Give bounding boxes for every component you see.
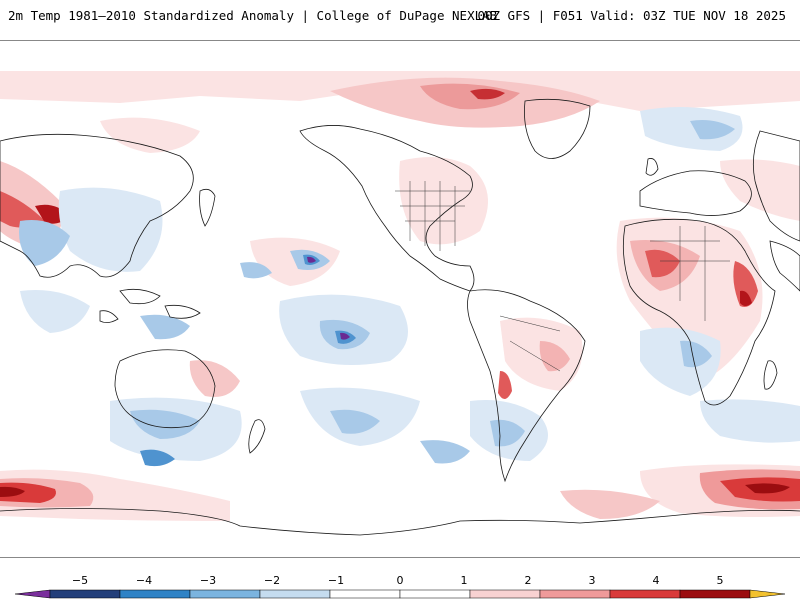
colorbar-tick-label: −4	[136, 574, 152, 587]
cold-anomaly-shading	[680, 340, 712, 368]
colorbar-tick-label: −3	[200, 574, 216, 587]
warm-anomaly-shading	[720, 159, 800, 221]
cold-anomaly-shading	[690, 120, 735, 140]
colorbar-max-arrow	[749, 589, 786, 599]
map-canvas	[0, 71, 800, 536]
warm-anomaly-shading	[0, 191, 45, 228]
colorbar-segment	[259, 589, 331, 599]
model-run-valid-time: 00Z GFS | F051 Valid: 03Z TUE NOV 18 202…	[477, 8, 786, 23]
cold-anomaly-shading	[330, 409, 380, 434]
warm-anomaly-shading	[645, 249, 680, 278]
colorbar-tick-label: −1	[328, 574, 344, 587]
colorbar-tick-label: 3	[589, 574, 596, 587]
cold-anomaly-shading	[700, 399, 800, 443]
colorbar: −5 −4 −3 −2 −1 0 1 2 3 4 5	[14, 574, 786, 599]
cold-anomaly-shading	[420, 440, 470, 464]
colorbar-segment	[189, 589, 261, 599]
warm-anomaly-shading	[399, 157, 488, 245]
cold-anomaly-shading	[640, 107, 743, 151]
cold-anomaly-shading	[240, 262, 272, 279]
warm-anomaly-shading	[733, 261, 758, 307]
warm-anomaly-shading	[745, 483, 790, 494]
colorbar-tick-label: 1	[461, 574, 468, 587]
map-title: 2m Temp 1981–2010 Standardized Anomaly |…	[8, 8, 498, 23]
colorbar-tick-label: 5	[717, 574, 724, 587]
colorbar-tick-label: 4	[653, 574, 660, 587]
colorbar-tick-label: −5	[72, 574, 88, 587]
cold-anomaly-shading	[140, 314, 190, 340]
warm-anomaly-shading	[740, 290, 752, 306]
title-bar: 2m Temp 1981–2010 Standardized Anomaly |…	[0, 0, 800, 40]
colorbar-legend: −5 −4 −3 −2 −1 0 1 2 3 4 5	[0, 560, 800, 600]
anomaly-map	[0, 40, 800, 558]
warm-anomaly-shading	[189, 360, 240, 397]
colorbar-tick-label: 0	[397, 574, 404, 587]
colorbar-segment	[49, 589, 121, 599]
warm-anomaly-shading	[470, 88, 505, 100]
colorbar-segment	[329, 589, 401, 599]
warm-anomaly-shading	[0, 486, 25, 497]
anomaly-shading	[0, 71, 800, 521]
warm-anomaly-shading	[560, 489, 660, 519]
colorbar-min-arrow	[14, 589, 51, 599]
cold-anomaly-shading	[640, 327, 721, 396]
cold-anomaly-shading	[140, 449, 175, 467]
colorbar-tick-label: −2	[264, 574, 280, 587]
colorbar-segment	[119, 589, 191, 599]
cold-anomaly-shading	[307, 256, 316, 263]
warm-anomaly-shading	[498, 371, 512, 400]
cold-anomaly-shading	[20, 290, 90, 333]
cold-anomaly-shading	[340, 332, 350, 340]
colorbar-segment	[399, 589, 471, 599]
colorbar-segment	[609, 589, 681, 599]
colorbar-segment	[469, 589, 541, 599]
cold-anomaly-shading	[58, 187, 163, 272]
colorbar-segment	[539, 589, 611, 599]
colorbar-tick-label: 2	[525, 574, 532, 587]
cold-anomaly-shading	[19, 220, 70, 266]
warm-anomaly-shading	[100, 117, 200, 153]
political-boundaries	[395, 181, 730, 372]
colorbar-segment	[679, 589, 751, 599]
coastlines	[0, 98, 800, 536]
warm-anomaly-shading	[539, 341, 570, 372]
cold-anomaly-shading	[490, 419, 525, 447]
cold-anomaly-shading	[130, 409, 200, 439]
